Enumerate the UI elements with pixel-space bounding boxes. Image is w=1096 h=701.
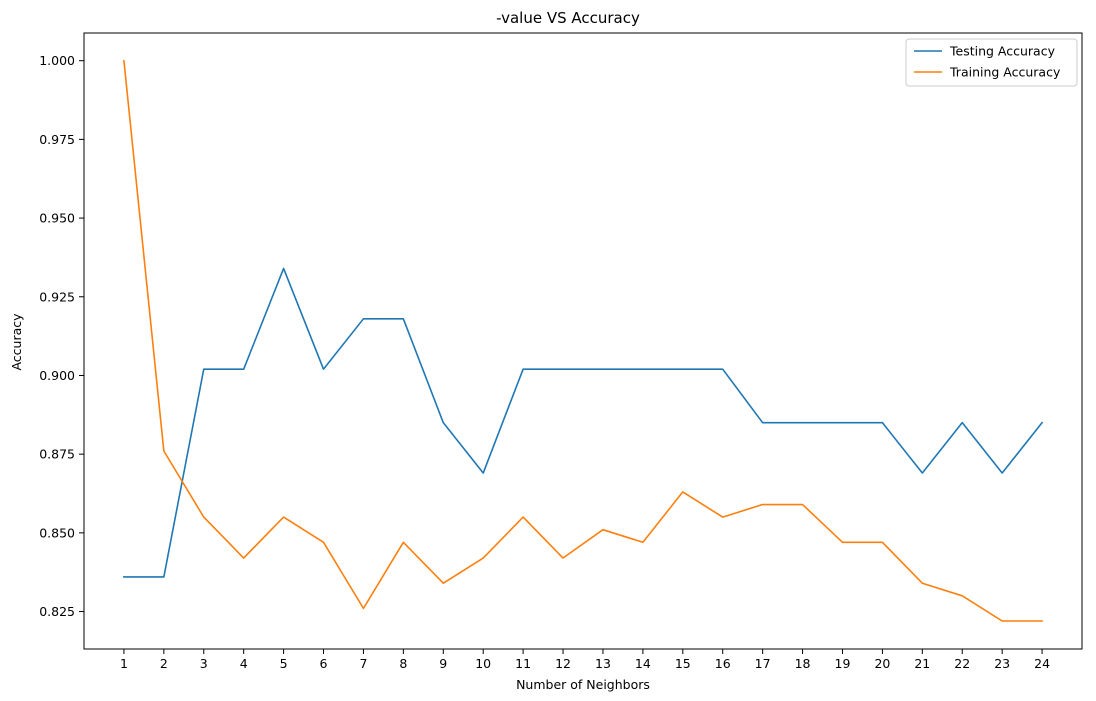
legend-label-1: Training Accuracy [949,65,1061,80]
y-tick-label: 0.975 [39,132,75,147]
x-axis: 1 2 3 4 5 6 7 8 9 10 11 12 13 14 15 16 17 18 19 20 21 22 23 24 [120,649,1050,671]
plot-frame [83,32,1083,650]
x-tick-label: 18 [795,656,811,671]
y-tick-label: 0.875 [39,447,75,462]
x-tick-label: 2 [160,656,168,671]
x-tick-label: 11 [515,656,531,671]
y-axis-label: Accuracy [9,313,24,371]
x-tick-label: 23 [994,656,1010,671]
x-tick-label: 3 [200,656,208,671]
y-tick-label: 0.850 [39,525,75,540]
x-tick-label: 21 [914,656,930,671]
x-tick-label: 6 [320,656,328,671]
y-tick-label: 1.000 [39,53,75,68]
x-tick-label: 13 [595,656,611,671]
series-layer [123,59,1044,622]
x-tick-label: 7 [359,656,367,671]
plot-area [83,32,1083,650]
series-line-0 [123,267,1044,578]
y-tick-label: 0.900 [39,368,75,383]
x-tick-label: 9 [439,656,447,671]
x-axis-label: Number of Neighbors [516,677,650,692]
x-tick-label: 16 [715,656,731,671]
legend-label-0: Testing Accuracy [949,44,1056,59]
x-tick-label: 14 [635,656,651,671]
y-tick-label: 0.825 [39,604,75,619]
x-tick-label: 20 [874,656,890,671]
y-tick-label: 0.950 [39,211,75,226]
legend-box [905,38,1078,87]
x-tick-label: 24 [1034,656,1050,671]
chart-title: -value VS Accuracy [496,9,640,27]
y-axis: 0.825 0.850 0.875 0.900 0.925 0.950 0.975 1.000 [39,53,84,619]
x-tick-label: 1 [120,656,128,671]
x-tick-label: 12 [555,656,571,671]
x-tick-label: 4 [240,656,248,671]
x-tick-label: 19 [835,656,851,671]
x-tick-label: 15 [675,656,691,671]
x-tick-label: 10 [475,656,491,671]
y-tick-label: 0.925 [39,289,75,304]
legend: Testing Accuracy Training Accuracy [905,38,1078,87]
x-tick-label: 17 [755,656,771,671]
x-tick-label: 8 [399,656,407,671]
x-tick-label: 5 [280,656,288,671]
x-tick-label: 22 [954,656,970,671]
series-line-1 [123,59,1043,622]
